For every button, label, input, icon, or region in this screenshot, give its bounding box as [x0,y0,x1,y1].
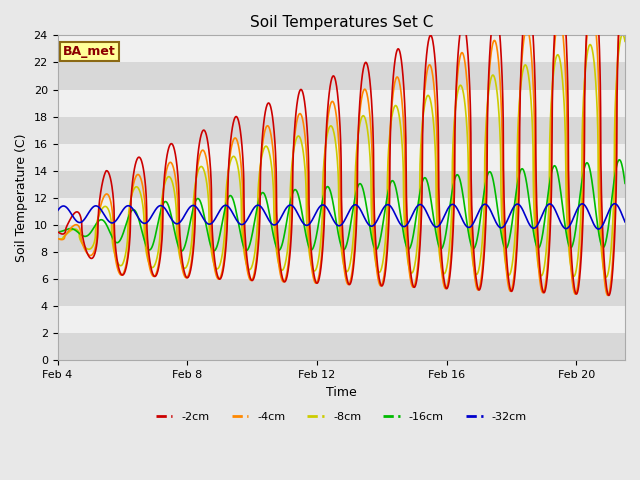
Y-axis label: Soil Temperature (C): Soil Temperature (C) [15,133,28,262]
X-axis label: Time: Time [326,386,356,399]
Bar [58,306,625,333]
Text: BA_met: BA_met [63,45,116,58]
Bar [58,36,625,62]
Title: Soil Temperatures Set C: Soil Temperatures Set C [250,15,433,30]
Bar [58,144,625,171]
Bar [58,198,625,225]
Legend: -2cm, -4cm, -8cm, -16cm, -32cm: -2cm, -4cm, -8cm, -16cm, -32cm [151,408,531,426]
Bar [58,252,625,279]
Bar [58,89,625,117]
